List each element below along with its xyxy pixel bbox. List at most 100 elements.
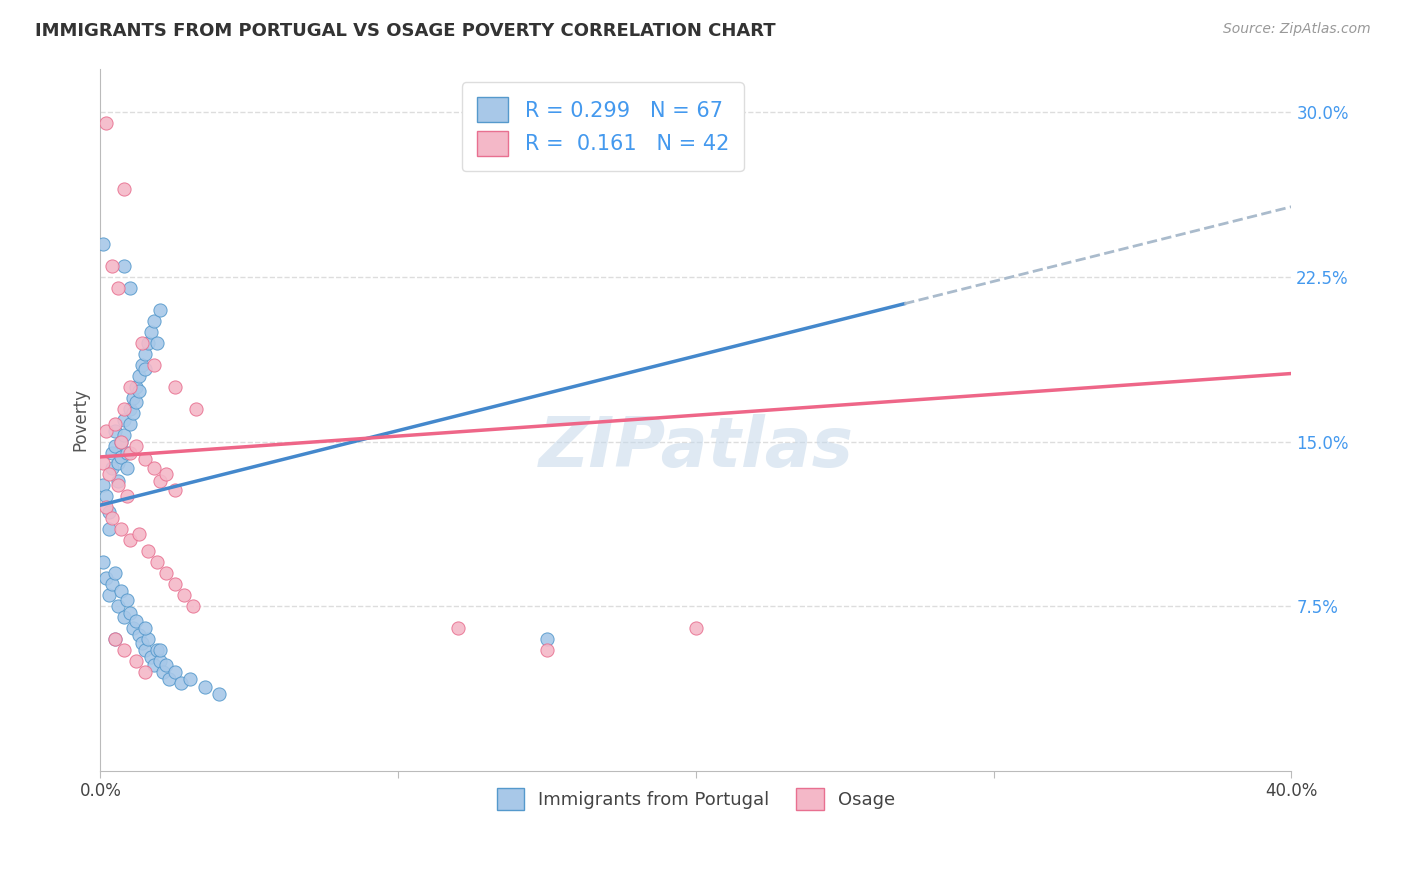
Point [104,417,127,431]
Point [110,583,132,598]
Point [96,490,118,504]
Point [112,259,135,273]
Point [115,592,138,607]
Point [96,116,118,130]
Point [125,439,148,453]
Text: IMMIGRANTS FROM PORTUGAL VS OSAGE POVERTY CORRELATION CHART: IMMIGRANTS FROM PORTUGAL VS OSAGE POVERT… [35,22,776,40]
Point [91,478,114,492]
Point [98,505,121,519]
Point [101,445,124,459]
Point [181,599,204,614]
Point [112,401,135,416]
Point [112,428,135,442]
Point [110,522,132,536]
Point [91,237,114,252]
Point [128,526,150,541]
Point [128,384,150,398]
Point [122,621,145,635]
Point [110,450,132,464]
Point [131,358,153,372]
Point [101,511,124,525]
Point [155,467,177,482]
Point [128,368,150,383]
Point [134,452,156,467]
Point [120,401,142,416]
Point [110,434,132,449]
Point [131,636,153,650]
Point [96,500,118,515]
Point [163,483,186,497]
Point [134,665,156,679]
Text: Source: ZipAtlas.com: Source: ZipAtlas.com [1223,22,1371,37]
Point [104,424,127,438]
Point [446,621,468,635]
Point [163,577,186,591]
Point [107,599,129,614]
Point [134,643,156,657]
Point [146,555,169,569]
Point [120,445,142,459]
Point [112,412,135,426]
Point [134,621,156,635]
Point [107,474,129,488]
Point [142,358,165,372]
Point [139,649,162,664]
Point [149,302,172,317]
Point [98,588,121,602]
Point [155,566,177,581]
Point [536,632,558,646]
Point [125,654,148,668]
Point [125,615,148,629]
Point [173,588,195,602]
Point [120,380,142,394]
Y-axis label: Poverty: Poverty [72,388,89,451]
Point [107,478,129,492]
Point [98,467,121,482]
Point [115,461,138,475]
Point [146,643,169,657]
Point [136,335,159,350]
Point [142,658,165,673]
Point [152,665,174,679]
Point [136,544,159,558]
Point [107,281,129,295]
Point [96,571,118,585]
Point [115,490,138,504]
Point [155,658,177,673]
Point [104,566,127,581]
Text: ZIPatlas: ZIPatlas [538,414,853,481]
Point [120,417,142,431]
Point [139,325,162,339]
Point [128,627,150,641]
Point [120,533,142,548]
Point [149,654,172,668]
Point [104,632,127,646]
Point [184,401,207,416]
Point [134,347,156,361]
Point [112,610,135,624]
Point [163,665,186,679]
Point [107,457,129,471]
Point [536,643,558,657]
Point [149,643,172,657]
Point [170,676,193,690]
Point [104,439,127,453]
Legend: Immigrants from Portugal, Osage: Immigrants from Portugal, Osage [482,774,910,825]
Point [101,577,124,591]
Point [104,632,127,646]
Point [101,461,124,475]
Point [163,380,186,394]
Point [122,391,145,405]
Point [101,259,124,273]
Point [157,672,180,686]
Point [112,643,135,657]
Point [110,434,132,449]
Point [131,335,153,350]
Point [112,182,135,196]
Point [98,522,121,536]
Point [122,406,145,420]
Point [115,445,138,459]
Point [120,281,142,295]
Point [120,606,142,620]
Point [149,474,172,488]
